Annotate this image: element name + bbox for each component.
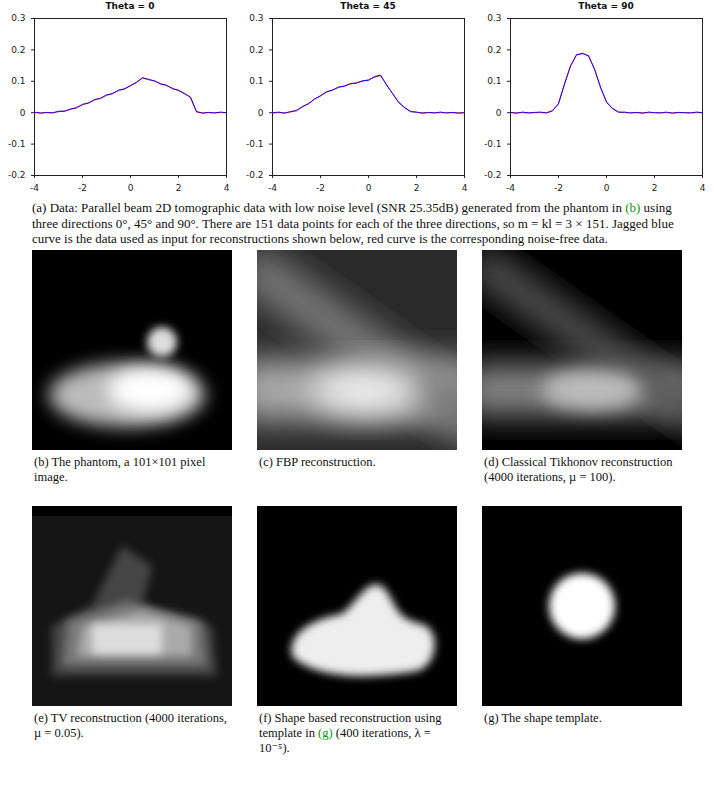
svg-text:0.3: 0.3 bbox=[487, 13, 501, 23]
svg-text:-0.1: -0.1 bbox=[8, 139, 26, 149]
svg-text:4: 4 bbox=[462, 183, 468, 193]
svg-text:2: 2 bbox=[176, 183, 182, 193]
html-text:(f) Shape based reconstruction: (f) Shape based reconstruction using tem… bbox=[259, 711, 442, 755]
html-text:(g) The shape template.: (g) The shape template. bbox=[484, 711, 602, 725]
svg-text:0: 0 bbox=[128, 183, 134, 193]
svg-text:-0.1: -0.1 bbox=[246, 139, 264, 149]
html-text:(e) TV reconstruction (4000 it: (e) TV reconstruction (4000 iterations, … bbox=[34, 711, 227, 740]
svg-text:-2: -2 bbox=[316, 183, 325, 193]
svg-text:-2: -2 bbox=[554, 183, 563, 193]
html-text:(a) Data: Parallel beam 2D tom: (a) Data: Parallel beam 2D tomographic d… bbox=[32, 200, 674, 246]
svg-text:0.3: 0.3 bbox=[11, 13, 25, 23]
svg-text:0: 0 bbox=[496, 108, 502, 118]
svg-text:2: 2 bbox=[652, 183, 658, 193]
html-text:(b) The phantom, a 101×101 pix: (b) The phantom, a 101×101 pixel image. bbox=[34, 455, 206, 484]
svg-text:-2: -2 bbox=[78, 183, 87, 193]
html-text:Theta = 0: Theta = 0 bbox=[105, 1, 155, 11]
svg-text:-4: -4 bbox=[506, 183, 515, 193]
svg-text:0: 0 bbox=[20, 108, 26, 118]
svg-text:-0.2: -0.2 bbox=[484, 170, 502, 180]
html-text:(d) Classical Tikhonov reconst: (d) Classical Tikhonov reconstruction (4… bbox=[484, 455, 673, 484]
svg-text:-4: -4 bbox=[30, 183, 39, 193]
svg-text:0.1: 0.1 bbox=[249, 76, 263, 86]
html-text:(c) FBP reconstruction.: (c) FBP reconstruction. bbox=[259, 455, 376, 469]
svg-text:0.1: 0.1 bbox=[487, 76, 501, 86]
html-text:Theta = 90: Theta = 90 bbox=[578, 1, 634, 11]
svg-text:0.2: 0.2 bbox=[487, 45, 501, 55]
svg-text:4: 4 bbox=[700, 183, 706, 193]
html-text:Theta = 45: Theta = 45 bbox=[340, 1, 396, 11]
svg-text:0: 0 bbox=[258, 108, 264, 118]
svg-text:0: 0 bbox=[366, 183, 372, 193]
svg-text:-4: -4 bbox=[268, 183, 277, 193]
svg-text:-0.1: -0.1 bbox=[484, 139, 502, 149]
svg-text:0: 0 bbox=[604, 183, 610, 193]
svg-text:-0.2: -0.2 bbox=[246, 170, 264, 180]
svg-text:-0.2: -0.2 bbox=[8, 170, 26, 180]
svg-text:0.1: 0.1 bbox=[11, 76, 25, 86]
svg-text:0.2: 0.2 bbox=[11, 45, 25, 55]
svg-text:0.3: 0.3 bbox=[249, 13, 263, 23]
svg-text:4: 4 bbox=[224, 183, 230, 193]
svg-text:2: 2 bbox=[414, 183, 420, 193]
svg-text:0.2: 0.2 bbox=[249, 45, 263, 55]
